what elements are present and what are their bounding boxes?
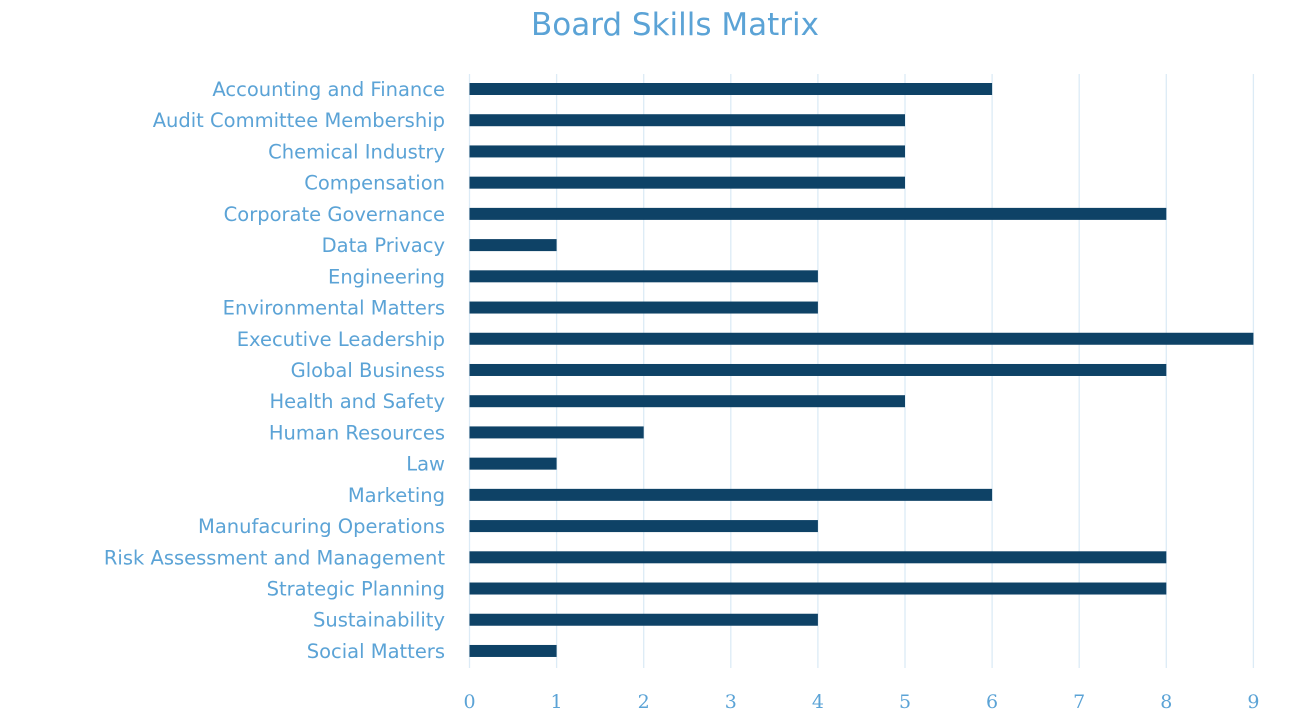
x-tick-label-0: 0 [463,691,475,713]
bar-accounting-and-finance [469,83,993,95]
category-label-health-and-safety: Health and Safety [270,390,446,413]
category-label-global-business: Global Business [291,359,445,382]
bar-strategic-planning [469,582,1167,595]
bar-engineering [469,270,818,283]
x-axis-tick-labels: 0 1 2 3 4 5 6 7 8 9 [463,691,1259,713]
x-tick-label-4: 4 [812,691,824,713]
bar-corporate-governance [469,207,1167,220]
category-label-sustainability: Sustainability [313,609,445,632]
bar-law [469,457,557,470]
category-label-manufacuring-operations: Manufacuring Operations [198,515,445,538]
category-label-compensation: Compensation [304,172,445,195]
category-label-risk-assessment-and-management: Risk Assessment and Management [104,546,445,569]
bars [469,83,1254,657]
category-label-human-resources: Human Resources [269,421,445,444]
category-label-marketing: Marketing [348,484,445,507]
category-label-social-matters: Social Matters [307,640,445,663]
category-label-accounting-and-finance: Accounting and Finance [212,78,445,101]
bar-chemical-industry [469,145,905,158]
bar-environmental-matters [469,301,818,314]
x-tick-label-6: 6 [986,691,998,713]
bar-health-and-safety [469,395,905,408]
category-label-law: Law [406,453,445,476]
bar-sustainability [469,613,818,626]
bar-human-resources [469,426,644,439]
category-label-data-privacy: Data Privacy [322,234,445,257]
bar-manufacuring-operations [469,520,818,533]
category-label-audit-committee-membership: Audit Committee Membership [153,109,445,132]
x-tick-label-7: 7 [1073,691,1085,713]
x-tick-label-8: 8 [1160,691,1172,713]
x-tick-label-1: 1 [551,691,563,713]
x-tick-label-3: 3 [725,691,737,713]
x-tick-label-2: 2 [638,691,650,713]
bar-executive-leadership [469,332,1254,345]
x-tick-label-9: 9 [1247,691,1259,713]
bar-compensation [469,176,905,189]
x-tick-label-5: 5 [899,691,911,713]
bar-audit-committee-membership [469,114,905,127]
category-label-corporate-governance: Corporate Governance [224,203,445,226]
category-label-engineering: Engineering [328,265,445,288]
category-label-environmental-matters: Environmental Matters [223,297,445,320]
category-label-executive-leadership: Executive Leadership [237,328,445,351]
category-labels: Accounting and Finance Audit Committee Me… [104,78,445,663]
bar-data-privacy [469,239,557,252]
bar-global-business [469,363,1167,376]
bar-social-matters [469,644,557,657]
bar-marketing [469,488,993,501]
category-label-strategic-planning: Strategic Planning [267,578,445,601]
chart-title: Board Skills Matrix [531,7,819,43]
bar-risk-assessment-and-management [469,551,1167,564]
category-label-chemical-industry: Chemical Industry [268,140,445,163]
